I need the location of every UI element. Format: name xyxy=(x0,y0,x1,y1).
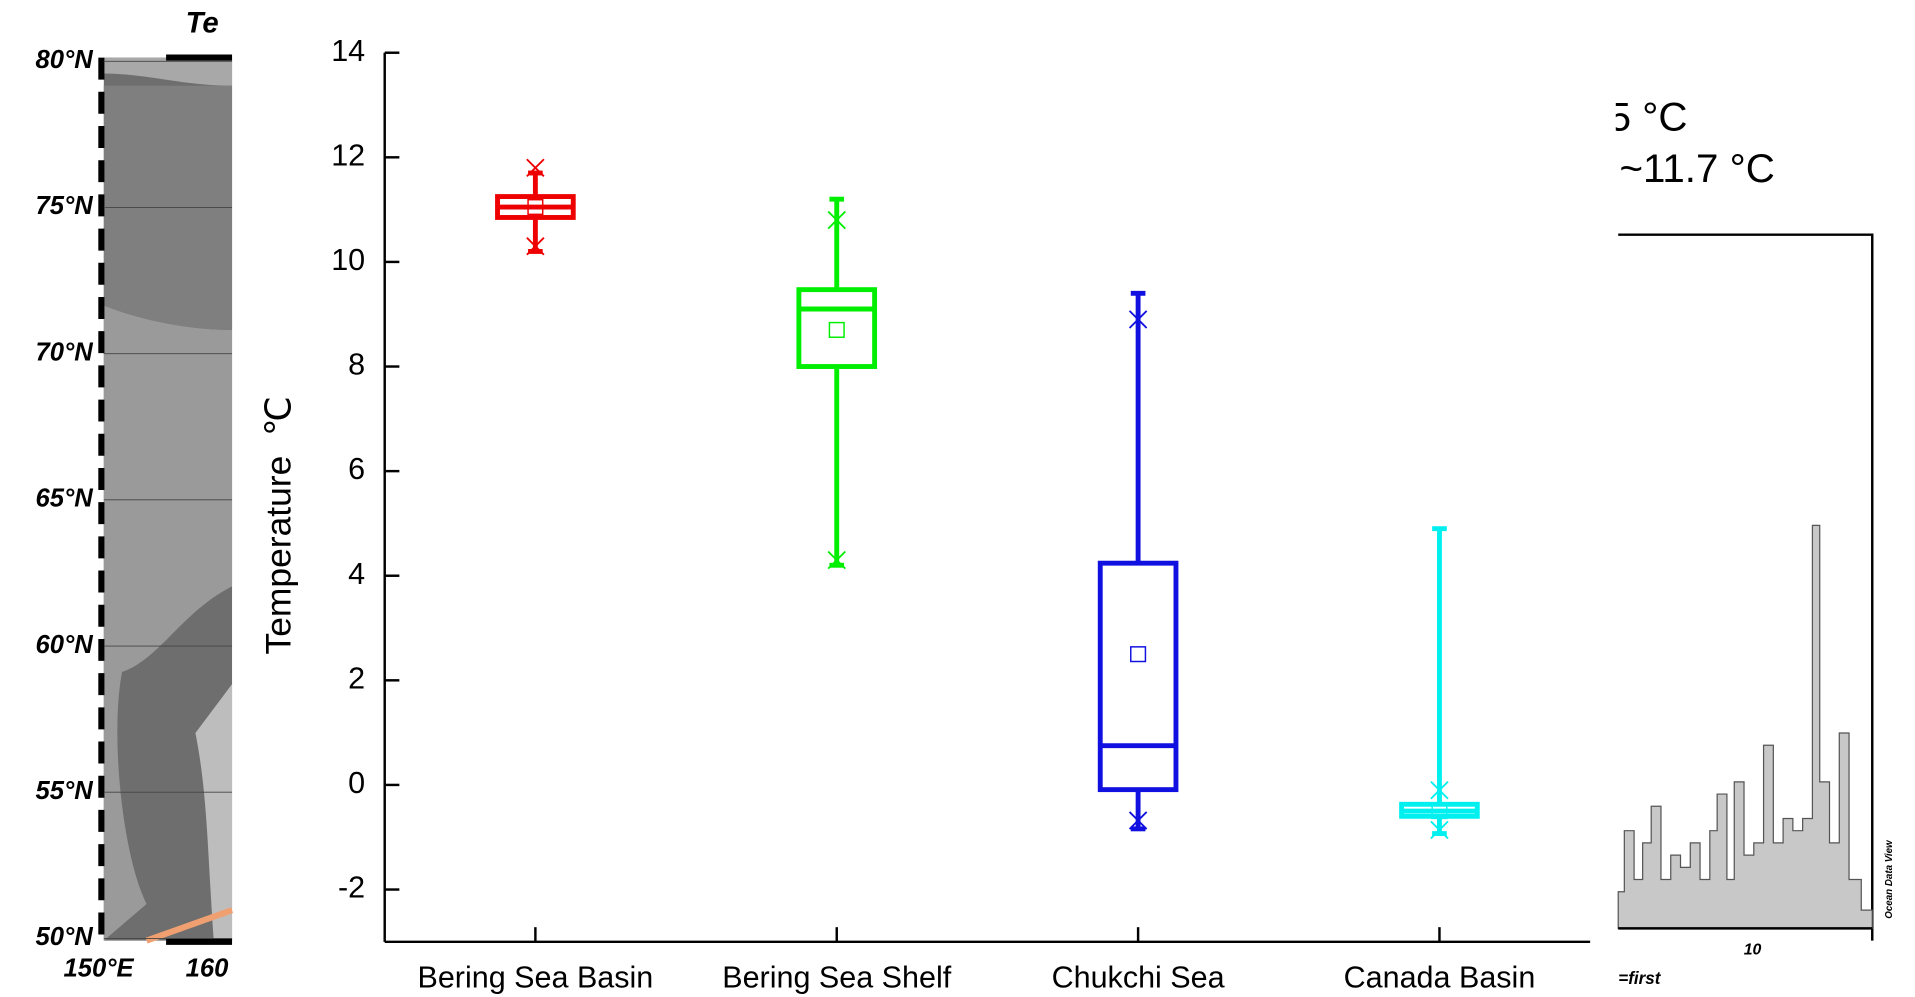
histogram xyxy=(1618,525,1872,928)
x-tick-label: Canada Basin xyxy=(1344,961,1536,995)
lon-label: 150°E xyxy=(64,955,135,983)
lat-label: 50°N xyxy=(36,923,94,951)
y-tick-label: 10 xyxy=(331,243,365,277)
y-tick-label: -2 xyxy=(338,871,365,905)
lat-label: 80°N xyxy=(36,46,94,74)
x-tick-label: Bering Sea Basin xyxy=(417,961,653,995)
y-tick-label: 8 xyxy=(348,348,365,382)
credit: Ocean Data View xyxy=(1884,839,1895,919)
y-tick-label: 2 xyxy=(348,661,365,695)
stat-text: ~11.7 °C xyxy=(1619,146,1774,191)
hist-tick-label: 10 xyxy=(1744,942,1762,959)
x-tick-label: Chukchi Sea xyxy=(1052,961,1225,995)
lat-label: 70°N xyxy=(36,338,94,366)
box xyxy=(799,290,875,367)
y-axis-label: Temperature ℃ xyxy=(258,396,298,654)
chart-background xyxy=(238,0,1616,997)
screen: 80°N 75°N 70°N 65°N 60°N 55°N 50°N Te 150°E 16… xyxy=(0,0,1915,997)
lat-label: 60°N xyxy=(36,631,94,659)
lon-label: 160 xyxy=(186,955,229,983)
page: 80°N 75°N 70°N 65°N 60°N 55°N 50°N Te 150°E 16… xyxy=(0,0,1915,997)
map-title: Te xyxy=(186,6,219,39)
box xyxy=(1100,563,1176,789)
lat-label: 75°N xyxy=(36,192,94,220)
y-tick-label: 0 xyxy=(348,766,365,800)
y-tick-label: 4 xyxy=(348,557,365,591)
lat-label: 65°N xyxy=(36,485,94,513)
x-tick-label: Bering Sea Shelf xyxy=(722,961,952,995)
y-tick-label: 6 xyxy=(348,452,365,486)
y-tick-label: 12 xyxy=(331,138,365,172)
hist-label: =first xyxy=(1618,969,1662,988)
lat-label: 55°N xyxy=(36,777,94,805)
y-tick-label: 14 xyxy=(331,34,365,68)
